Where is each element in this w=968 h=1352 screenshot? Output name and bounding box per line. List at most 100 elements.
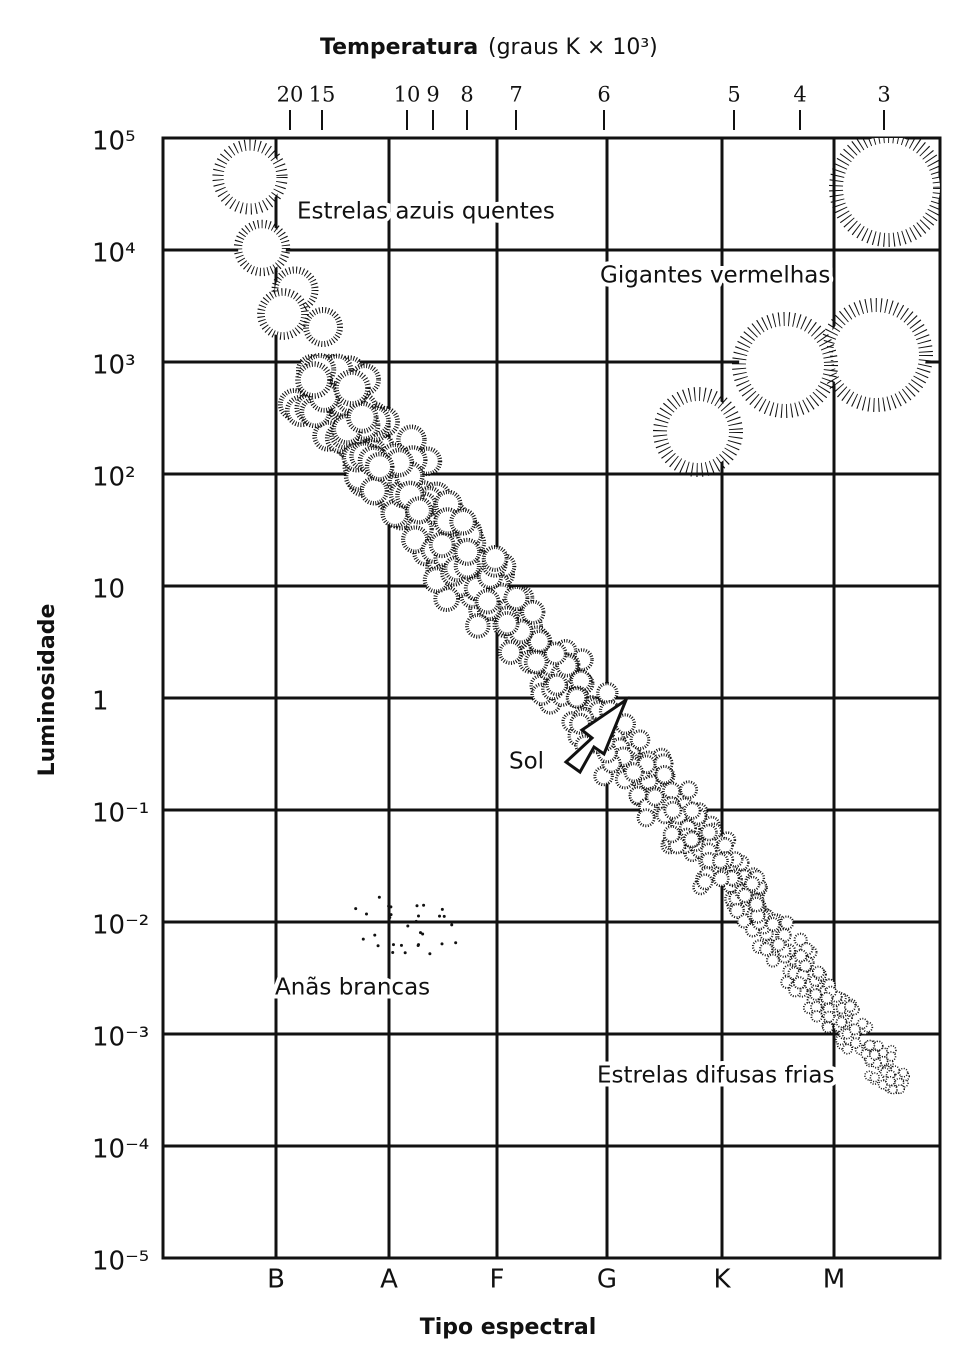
star [631, 731, 649, 749]
white-dwarf [362, 938, 365, 941]
star [767, 955, 779, 967]
white-dwarf [392, 943, 395, 946]
star [813, 967, 824, 978]
star [547, 675, 566, 694]
y-tick-label: 10⁻³ [92, 1023, 149, 1053]
white-dwarf [421, 933, 424, 936]
white-dwarf [365, 913, 368, 916]
star [865, 1040, 875, 1050]
star [811, 1011, 822, 1022]
x-tick-label: A [380, 1265, 398, 1295]
star [218, 145, 282, 209]
star [887, 1052, 896, 1061]
star [451, 510, 475, 534]
chart: Temperatura (graus K × 10³) Luminosidade… [0, 0, 968, 1352]
star [455, 540, 479, 564]
x-axis-title: Tipo espectral [420, 1315, 597, 1340]
star [238, 224, 286, 272]
top-tick-label: 10 [394, 83, 421, 107]
star [476, 590, 498, 612]
white-dwarf [391, 951, 394, 954]
star [773, 939, 785, 951]
star [684, 832, 699, 847]
sun-label: Sol [509, 749, 544, 775]
white-dwarf [389, 905, 392, 908]
star [685, 803, 700, 818]
white-dwarf [390, 913, 393, 916]
star [811, 1002, 822, 1013]
star [660, 394, 736, 470]
star [625, 764, 642, 781]
top-tick-label: 8 [460, 83, 473, 107]
star [714, 872, 728, 886]
star [899, 1068, 907, 1076]
white-dwarf [417, 914, 420, 917]
top-tick-label: 6 [597, 83, 610, 107]
star [467, 615, 489, 637]
star [336, 372, 368, 404]
top-tick-label: 9 [426, 83, 439, 107]
y-tick-label: 10⁻² [92, 911, 149, 941]
star [823, 1022, 833, 1032]
x-tick-label: B [267, 1265, 285, 1295]
star [794, 977, 805, 988]
star [870, 1073, 879, 1082]
star [836, 136, 940, 240]
y-tick-label: 10⁻¹ [92, 799, 149, 829]
white-dwarf [373, 934, 376, 937]
star [306, 310, 340, 344]
white-dwarf [450, 923, 453, 926]
star [407, 498, 431, 522]
top-tick-label: 15 [309, 83, 336, 107]
star [843, 1044, 852, 1053]
star [889, 1086, 897, 1094]
star [298, 364, 330, 396]
star [781, 917, 793, 929]
star [851, 1038, 861, 1048]
white-dwarf [415, 904, 418, 907]
white-dwarf [354, 907, 357, 910]
star [647, 789, 663, 805]
star [824, 1012, 834, 1022]
star [261, 292, 305, 336]
y-tick-label: 1 [92, 687, 109, 717]
star [870, 1050, 879, 1059]
star [526, 652, 547, 673]
star [664, 826, 679, 841]
star [598, 683, 617, 702]
star [496, 613, 517, 634]
star [698, 875, 713, 890]
y-tick-label: 10 [92, 575, 125, 605]
white-dwarf [443, 915, 446, 918]
star [500, 642, 521, 663]
white-dwarf [404, 951, 407, 954]
white-dwarf [417, 944, 420, 947]
white-dwarf [454, 941, 457, 944]
star [826, 305, 926, 405]
y-tick-label: 10² [92, 463, 136, 493]
x-tick-label: K [713, 1265, 731, 1295]
star [567, 688, 586, 707]
white-dwarf [441, 942, 444, 945]
white-dwarf [422, 904, 425, 907]
y-tick-label: 10⁻⁴ [92, 1135, 149, 1165]
x-tick-label: F [490, 1265, 505, 1295]
star [821, 993, 832, 1004]
star [718, 838, 733, 853]
star [730, 904, 743, 917]
star [751, 909, 764, 922]
star [638, 810, 654, 826]
y-tick-label: 10³ [92, 351, 136, 381]
top-tick-label: 5 [727, 83, 740, 107]
star [836, 1017, 846, 1027]
star [431, 533, 454, 556]
x-tick-label: G [597, 1265, 617, 1295]
y-tick-label: 10⁻⁵ [92, 1247, 149, 1277]
star [348, 404, 376, 432]
white-dwarf [415, 920, 418, 923]
region-label: Gigantes vermelhas [600, 263, 830, 289]
star [362, 478, 387, 503]
star [571, 671, 590, 690]
x-tick-label: M [823, 1265, 845, 1295]
star [656, 766, 673, 783]
